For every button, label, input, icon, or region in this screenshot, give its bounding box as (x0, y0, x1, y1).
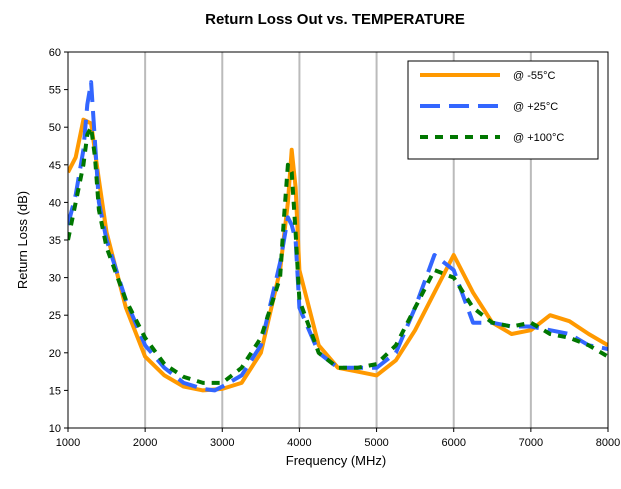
series-layer (68, 80, 608, 393)
y-tick-label: 35 (49, 235, 61, 247)
y-axis-ticks: 10 15 20 25 30 35 40 45 50 55 60 (49, 47, 68, 435)
y-tick-label: 20 (49, 348, 61, 360)
y-tick-label: 50 (49, 122, 61, 134)
y-axis-label: Return Loss (dB) (15, 191, 30, 289)
y-tick-label: 30 (49, 273, 61, 285)
y-tick-label: 55 (49, 85, 61, 97)
x-tick-label: 7000 (519, 437, 543, 449)
y-tick-label: 60 (49, 47, 61, 59)
y-tick-label: 15 (49, 385, 61, 397)
legend-label-2: @ +25°C (513, 101, 558, 113)
y-tick-label: 45 (49, 160, 61, 172)
x-axis-label: Frequency (MHz) (286, 453, 386, 468)
y-tick-label: 40 (49, 197, 61, 209)
legend: @ -55°C @ +25°C @ +100°C (407, 60, 599, 160)
series-line-3 (68, 125, 608, 385)
x-tick-label: 8000 (596, 437, 620, 449)
x-tick-label: 5000 (364, 437, 388, 449)
y-tick-label: 25 (49, 310, 61, 322)
x-tick-label: 1000 (56, 437, 80, 449)
x-tick-label: 3000 (210, 437, 234, 449)
x-tick-label: 6000 (441, 437, 465, 449)
legend-label-3: @ +100°C (513, 132, 564, 144)
legend-label-1: @ -55°C (513, 70, 556, 82)
chart-title: Return Loss Out vs. TEMPERATURE (205, 11, 465, 28)
x-tick-label: 2000 (133, 437, 157, 449)
x-axis-ticks: 1000 2000 3000 4000 5000 6000 7000 8000 (56, 428, 620, 449)
y-tick-label: 10 (49, 423, 61, 435)
x-tick-label: 4000 (287, 437, 311, 449)
legend-box (407, 60, 599, 160)
